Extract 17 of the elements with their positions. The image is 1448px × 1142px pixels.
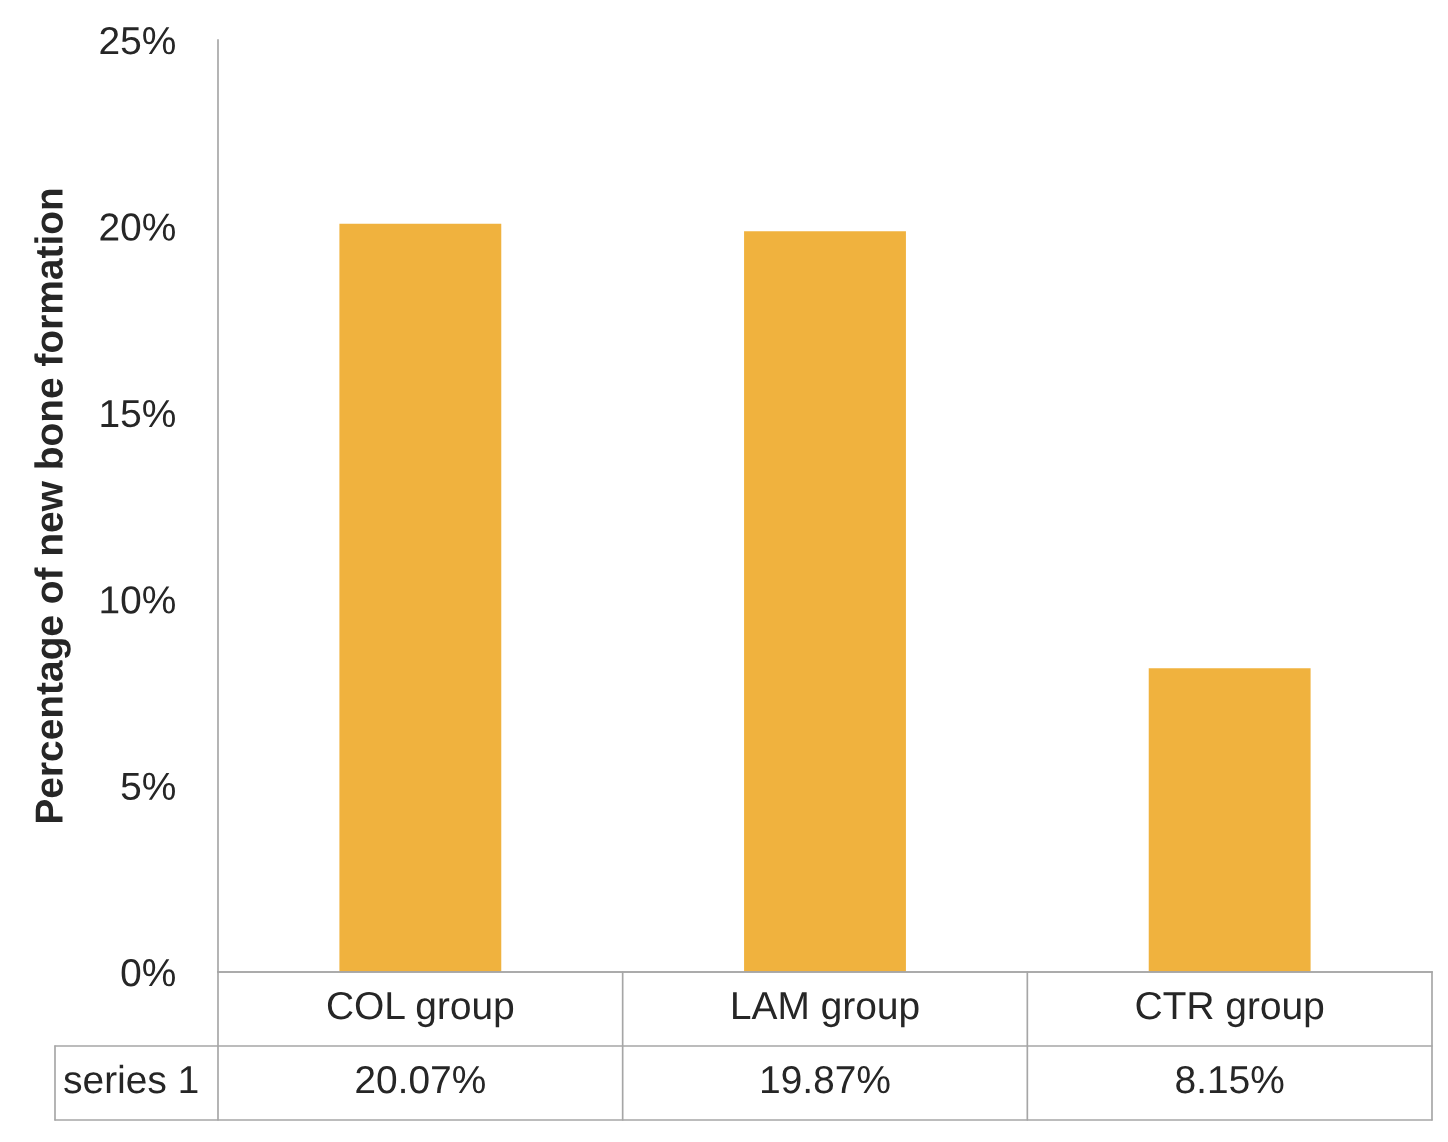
y-tick-label: 25% bbox=[100, 26, 175, 55]
y-tick-label: 0% bbox=[121, 958, 175, 987]
data-label: 19.87% bbox=[762, 1065, 890, 1094]
bar bbox=[744, 231, 906, 972]
y-axis-title: Percentage of new bone formation bbox=[34, 189, 71, 823]
data-label: 8.15% bbox=[1176, 1065, 1284, 1094]
x-tick-label: COL group bbox=[327, 991, 514, 1028]
data-label: 20.07% bbox=[356, 1065, 485, 1094]
x-tick-label: CTR group bbox=[1136, 991, 1324, 1028]
bar bbox=[1148, 668, 1311, 972]
y-tick-label: 5% bbox=[121, 772, 175, 801]
text: series 1 bbox=[64, 1064, 198, 1094]
y-tick-label: 15% bbox=[101, 399, 175, 428]
bar bbox=[339, 223, 502, 972]
x-tick-label: LAM group bbox=[733, 992, 919, 1028]
y-tick-label: 20% bbox=[100, 213, 175, 241]
y-tick-label: 10% bbox=[101, 586, 175, 614]
